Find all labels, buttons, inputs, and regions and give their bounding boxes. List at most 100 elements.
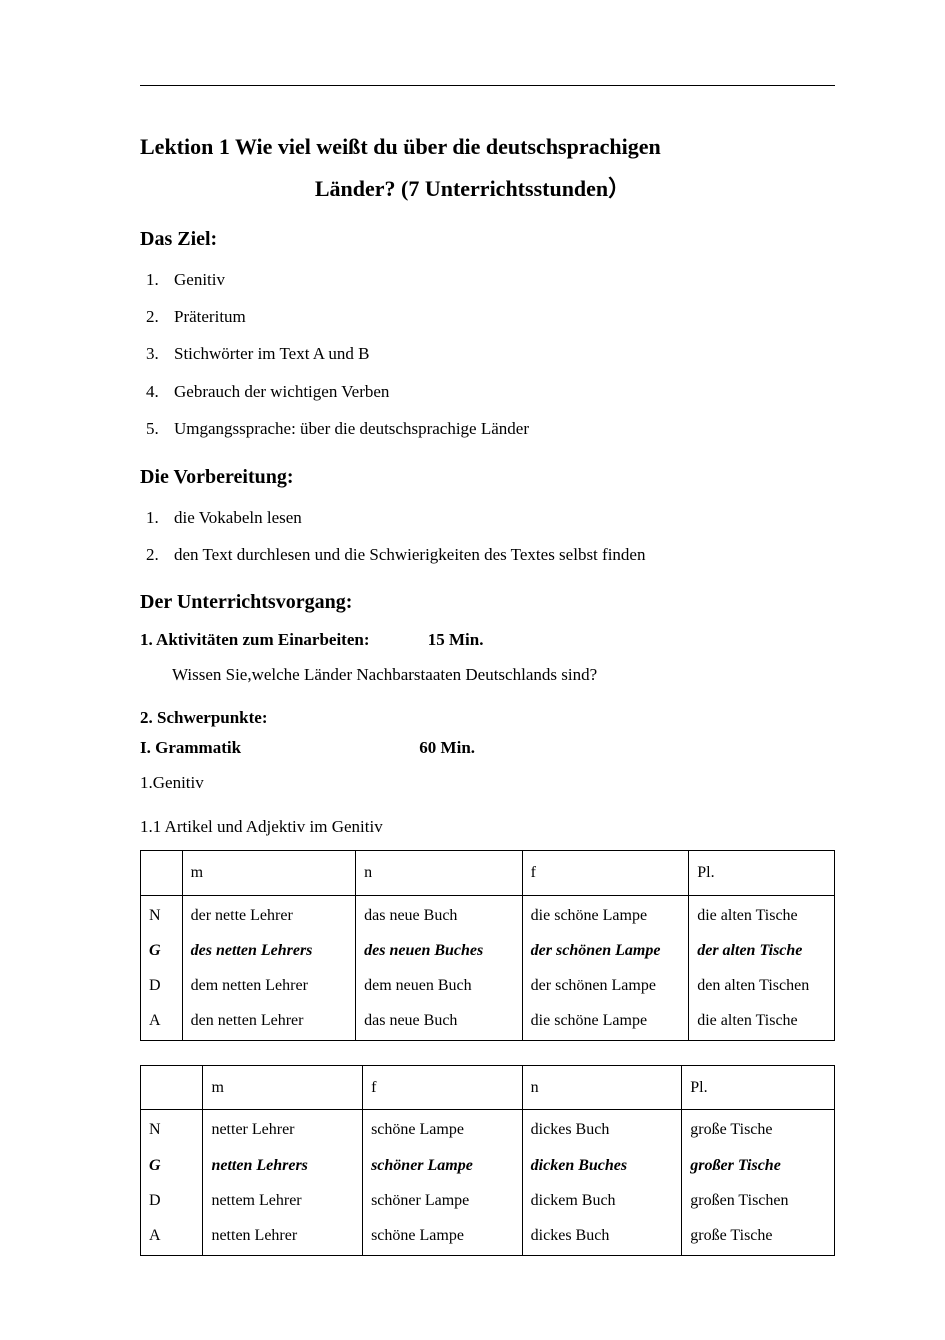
table-row-genitiv: G des netten Lehrers des neuen Buches de… [141,933,835,968]
table-cell: der nette Lehrer [182,895,356,933]
grammatik-heading: I. Grammatik 60 Min. [140,738,835,758]
table-cell: des netten Lehrers [182,933,356,968]
table-header-cell: m [203,1066,363,1110]
table-header-cell [141,851,183,895]
ziel-item: 3.Stichwörter im Text A und B [146,335,835,372]
table-cell: dickem Buch [522,1183,682,1218]
table-cell: schöner Lampe [363,1148,523,1183]
top-rule [140,85,835,86]
list-number: 3. [146,335,174,372]
table-cell: die schöne Lampe [522,895,689,933]
table-cell: große Tische [682,1110,835,1148]
ziel-item-text: Präteritum [174,307,246,326]
section-unterricht-heading: Der Unterrichtsvorgang: [140,591,835,614]
table-row: D nettem Lehrer schöner Lampe dickem Buc… [141,1183,835,1218]
table-cell: dem netten Lehrer [182,968,356,1003]
grammatik-sub1: 1.Genitiv [140,766,835,800]
title-line-2: Länder? (7 Unterrichtsstunden） [140,168,835,210]
table-row: N netter Lehrer schöne Lampe dickes Buch… [141,1110,835,1148]
table-cell: der schönen Lampe [522,968,689,1003]
table-cell: dickes Buch [522,1218,682,1256]
case-cell: G [141,1148,203,1183]
table-header-row: m f n Pl. [141,1066,835,1110]
table-row: A den netten Lehrer das neue Buch die sc… [141,1003,835,1041]
table-cell: dickes Buch [522,1110,682,1148]
table-cell: das neue Buch [356,1003,523,1041]
table-cell: nettem Lehrer [203,1183,363,1218]
list-number: 5. [146,410,174,447]
table-cell: großer Tische [682,1148,835,1183]
ziel-item-text: Gebrauch der wichtigen Verben [174,382,389,401]
schwerpunkte-heading: 2. Schwerpunkte: [140,708,835,728]
list-number: 4. [146,373,174,410]
list-number: 2. [146,298,174,335]
table-cell: das neue Buch [356,895,523,933]
table-header-row: m n f Pl. [141,851,835,895]
vorbereitung-item: 1.die Vokabeln lesen [146,499,835,536]
table-cell: dicken Buches [522,1148,682,1183]
ziel-item-text: Genitiv [174,270,225,289]
table-cell: des neuen Buches [356,933,523,968]
aktivitaeten-label: 1. Aktivitäten zum Einarbeiten: [140,630,370,649]
table-cell: schöner Lampe [363,1183,523,1218]
table-header-cell: f [363,1066,523,1110]
case-cell: G [141,933,183,968]
ziel-item-text: Umgangssprache: über die deutschsprachig… [174,419,529,438]
table-header-cell: m [182,851,356,895]
case-cell: A [141,1003,183,1041]
title-line-1: Lektion 1 Wie viel weißt du über die deu… [140,126,835,168]
section-ziel-heading: Das Ziel: [140,228,835,251]
grammatik-sub11: 1.1 Artikel und Adjektiv im Genitiv [140,810,835,844]
table-cell: schöne Lampe [363,1110,523,1148]
vorbereitung-item: 2.den Text durchlesen und die Schwierigk… [146,536,835,573]
list-number: 1. [146,499,174,536]
table-cell: netten Lehrers [203,1148,363,1183]
table-cell: netten Lehrer [203,1218,363,1256]
table-header-cell: Pl. [689,851,835,895]
case-cell: D [141,1183,203,1218]
declension-table-2: m f n Pl. N netter Lehrer schöne Lampe d… [140,1065,835,1256]
ziel-item: 4.Gebrauch der wichtigen Verben [146,373,835,410]
grammatik-label: I. Grammatik [140,738,241,757]
table-row: N der nette Lehrer das neue Buch die sch… [141,895,835,933]
case-cell: D [141,968,183,1003]
lesson-title: Lektion 1 Wie viel weißt du über die deu… [140,126,835,210]
table-cell: den netten Lehrer [182,1003,356,1041]
table-cell: der alten Tische [689,933,835,968]
ziel-item: 2.Präteritum [146,298,835,335]
document-page: Lektion 1 Wie viel weißt du über die deu… [0,0,945,1340]
ziel-item-text: Stichwörter im Text A und B [174,344,369,363]
table-cell: die schöne Lampe [522,1003,689,1041]
ziel-item: 1.Genitiv [146,261,835,298]
table-header-cell [141,1066,203,1110]
ziel-list: 1.Genitiv 2.Präteritum 3.Stichwörter im … [140,261,835,448]
case-cell: N [141,1110,203,1148]
table-header-cell: Pl. [682,1066,835,1110]
table-cell: die alten Tische [689,895,835,933]
vorbereitung-list: 1.die Vokabeln lesen 2.den Text durchles… [140,499,835,574]
section-vorbereitung-heading: Die Vorbereitung: [140,466,835,489]
case-cell: N [141,895,183,933]
aktivitaeten-heading: 1. Aktivitäten zum Einarbeiten: 15 Min. [140,630,835,650]
table-row: D dem netten Lehrer dem neuen Buch der s… [141,968,835,1003]
declension-table-1: m n f Pl. N der nette Lehrer das neue Bu… [140,850,835,1041]
table-cell: großen Tischen [682,1183,835,1218]
table-cell: große Tische [682,1218,835,1256]
list-number: 1. [146,261,174,298]
case-cell: A [141,1218,203,1256]
ziel-item: 5.Umgangssprache: über die deutschsprach… [146,410,835,447]
table-header-cell: n [356,851,523,895]
table-cell: der schönen Lampe [522,933,689,968]
vorbereitung-item-text: die Vokabeln lesen [174,508,302,527]
table-header-cell: f [522,851,689,895]
aktivitaeten-text: Wissen Sie,welche Länder Nachbarstaaten … [140,658,835,692]
table-cell: den alten Tischen [689,968,835,1003]
table-row-genitiv: G netten Lehrers schöner Lampe dicken Bu… [141,1148,835,1183]
table-cell: dem neuen Buch [356,968,523,1003]
vorbereitung-item-text: den Text durchlesen und die Schwierigkei… [174,545,645,564]
table-cell: netter Lehrer [203,1110,363,1148]
table-row: A netten Lehrer schöne Lampe dickes Buch… [141,1218,835,1256]
list-number: 2. [146,536,174,573]
table-cell: schöne Lampe [363,1218,523,1256]
aktivitaeten-time: 15 Min. [428,630,484,650]
